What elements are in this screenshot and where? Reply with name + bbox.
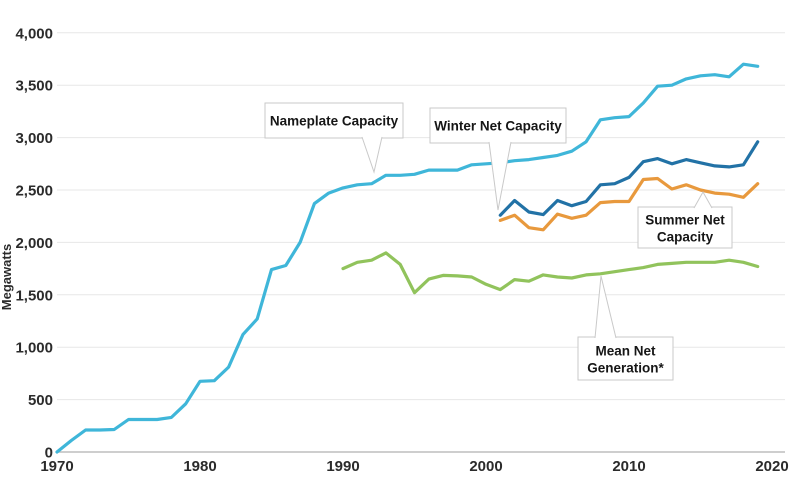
y-tick-label-4000: 4,000	[15, 25, 53, 42]
annotation-3-pointer	[594, 275, 617, 339]
annotation-0-pointer	[361, 136, 383, 174]
y-tick-label-1000: 1,000	[15, 340, 53, 357]
x-tick-label-1980: 1980	[183, 458, 216, 475]
y-tick-label-2000: 2,000	[15, 235, 53, 252]
annotation-1-pointer	[488, 141, 512, 211]
y-tick-label-500: 500	[28, 392, 53, 409]
series-line-nameplate-capacity	[55, 62, 760, 454]
y-tick-label-3000: 3,000	[15, 130, 53, 147]
annotation-3-label: Mean Net Generation*	[587, 344, 664, 376]
annotation-2-box	[637, 206, 733, 249]
series-line-summer-net-capacity	[498, 176, 760, 232]
y-axis-title: Megawatts	[0, 244, 14, 310]
x-tick-label-2010: 2010	[612, 458, 645, 475]
annotation-0-label: Nameplate Capacity	[270, 114, 399, 129]
y-tick-label-0: 0	[45, 445, 53, 462]
annotation-2-label: Summer Net Capacity	[645, 213, 725, 245]
y-tick-label-2500: 2,500	[15, 183, 53, 200]
x-tick-label-2000: 2000	[469, 458, 502, 475]
annotation-3-box	[577, 336, 674, 381]
annotation-1-label: Winter Net Capacity	[434, 119, 562, 134]
annotation-0-box	[264, 102, 404, 139]
annotation-2-pointer	[693, 190, 713, 209]
x-tick-label-1970: 1970	[40, 458, 73, 475]
x-tick-label-2020: 2020	[755, 458, 788, 475]
x-tick-label-1990: 1990	[326, 458, 359, 475]
series-line-mean-net-generation	[341, 251, 760, 295]
y-tick-label-1500: 1,500	[15, 287, 53, 304]
annotation-1-box	[429, 107, 567, 144]
series-line-winter-net-capacity	[498, 140, 760, 217]
y-tick-label-3500: 3,500	[15, 78, 53, 95]
